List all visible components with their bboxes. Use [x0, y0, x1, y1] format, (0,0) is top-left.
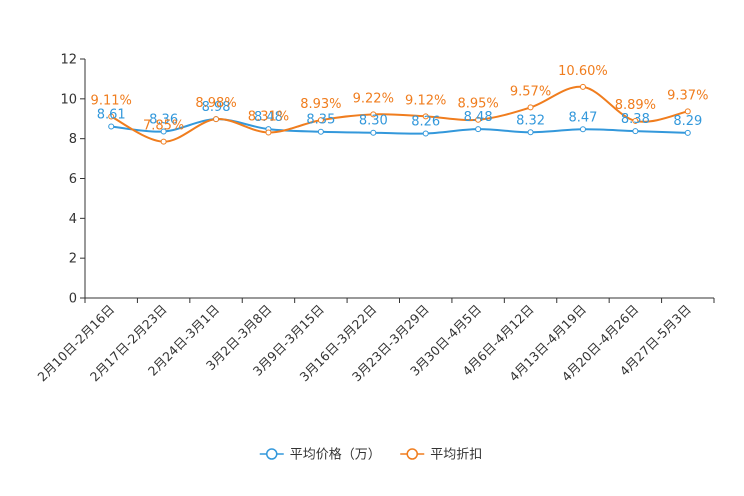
data-label: 8.38 — [621, 112, 650, 127]
data-point — [579, 83, 586, 90]
data-label: 8.98% — [195, 96, 236, 111]
legend-label: 平均折扣 — [430, 448, 482, 463]
y-tick-label: 10 — [60, 92, 77, 107]
y-tick-label: 6 — [69, 172, 77, 187]
data-point — [108, 123, 115, 130]
data-point — [632, 117, 639, 124]
data-point — [632, 128, 639, 135]
data-point — [317, 128, 324, 135]
data-label: 8.36 — [149, 112, 178, 127]
data-label: 8.29 — [673, 114, 702, 129]
data-label: 8.89% — [615, 98, 656, 113]
data-label: 9.12% — [405, 93, 446, 108]
data-point — [265, 129, 272, 136]
legend-label: 平均价格（万） — [290, 447, 381, 463]
y-tick-label: 0 — [69, 292, 77, 307]
y-tick-label: 2 — [69, 252, 77, 267]
legend-item-1[interactable]: 平均价格（万） — [259, 447, 381, 463]
data-point — [160, 128, 167, 135]
data-point — [422, 113, 429, 120]
data-point — [370, 129, 377, 136]
data-label: 8.30 — [359, 114, 388, 129]
series-line-2 — [110, 85, 689, 143]
data-label: 8.48 — [464, 110, 493, 125]
data-label: 8.32 — [516, 113, 545, 128]
data-point — [160, 138, 167, 145]
data-label: 8.98 — [202, 100, 231, 115]
data-point — [370, 111, 377, 118]
data-point — [579, 126, 586, 133]
data-point — [422, 130, 429, 137]
y-tick-label: 12 — [60, 53, 77, 68]
data-point — [475, 116, 482, 123]
data-label: 9.11% — [91, 94, 132, 109]
data-label: 8.26 — [411, 114, 440, 129]
data-label: 8.95% — [457, 97, 498, 112]
data-label: 8.47 — [568, 110, 597, 125]
data-label: 8.35 — [306, 113, 335, 128]
data-point — [527, 104, 534, 111]
data-label: 9.22% — [353, 91, 394, 106]
data-label: 7.85% — [143, 119, 184, 134]
data-point — [475, 126, 482, 133]
data-label: 8.48 — [254, 110, 283, 125]
data-point — [317, 117, 324, 124]
data-point — [527, 129, 534, 136]
data-point — [213, 116, 220, 123]
data-label: 9.57% — [510, 84, 551, 99]
legend-marker-icon — [406, 448, 418, 460]
y-tick-label: 8 — [69, 132, 77, 147]
data-point — [108, 113, 115, 120]
legend-marker-icon — [266, 448, 278, 460]
legend-item-2[interactable]: 平均折扣 — [400, 448, 482, 463]
data-point — [684, 108, 691, 115]
data-label: 9.37% — [667, 88, 708, 103]
data-label: 8.93% — [300, 97, 341, 112]
data-label: 10.60% — [558, 64, 608, 79]
y-tick-label: 4 — [69, 212, 77, 227]
data-label: 8.31% — [248, 109, 289, 124]
data-point — [684, 129, 691, 136]
data-label: 8.61 — [97, 108, 126, 123]
